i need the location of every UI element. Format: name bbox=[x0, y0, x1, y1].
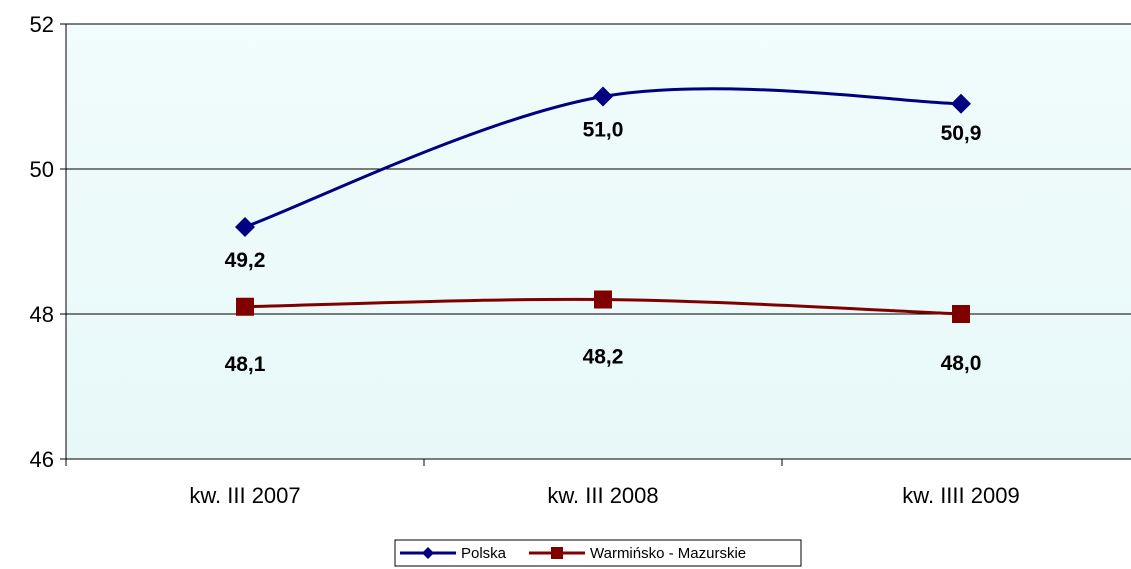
data-labels: 49,2 51,0 50,9 48,1 48,2 48,0 bbox=[225, 119, 982, 376]
axes bbox=[65, 24, 1131, 460]
y-tick-label: 50 bbox=[30, 157, 54, 182]
y-axis-ticks: 46 48 50 52 bbox=[30, 12, 66, 472]
data-label-polska: 49,2 bbox=[225, 249, 266, 272]
data-point-polska bbox=[951, 93, 971, 114]
data-label-polska: 50,9 bbox=[941, 122, 982, 145]
data-label-warminsko-mazurskie: 48,0 bbox=[941, 352, 982, 375]
x-tick-label: kw. III 2008 bbox=[547, 483, 658, 508]
plot-area bbox=[66, 24, 1131, 459]
x-axis-ticks: kw. III 2007 kw. III 2008 kw. IIII 2009 bbox=[65, 459, 1020, 508]
legend-item-warminsko-mazurskie: Warmińsko - Mazurskie bbox=[529, 545, 746, 562]
legend-label-warminsko-mazurskie: Warmińsko - Mazurskie bbox=[590, 545, 746, 562]
legend-label-polska: Polska bbox=[461, 545, 507, 562]
data-point-warminsko-mazurskie bbox=[594, 290, 612, 309]
legend-marker-polska bbox=[422, 547, 434, 559]
y-tick-label: 46 bbox=[30, 447, 54, 472]
legend-item-polska: Polska bbox=[400, 545, 507, 562]
data-label-warminsko-mazurskie: 48,1 bbox=[225, 353, 266, 376]
y-tick-label: 52 bbox=[30, 12, 54, 37]
data-point-polska bbox=[593, 86, 613, 107]
x-tick-label: kw. IIII 2009 bbox=[902, 483, 1019, 508]
legend-box bbox=[394, 539, 802, 567]
data-point-polska bbox=[235, 217, 255, 237]
data-point-warminsko-mazurskie bbox=[952, 305, 970, 323]
legend: Polska Warmińsko - Mazurskie bbox=[394, 539, 802, 567]
legend-marker-warminsko-mazurskie bbox=[551, 547, 563, 559]
data-label-warminsko-mazurskie: 48,2 bbox=[583, 346, 624, 369]
series-markers bbox=[235, 86, 971, 323]
y-tick-label: 48 bbox=[30, 302, 54, 327]
data-point-warminsko-mazurskie bbox=[236, 297, 254, 316]
data-label-polska: 51,0 bbox=[583, 119, 624, 142]
x-tick-label: kw. III 2007 bbox=[189, 483, 300, 508]
